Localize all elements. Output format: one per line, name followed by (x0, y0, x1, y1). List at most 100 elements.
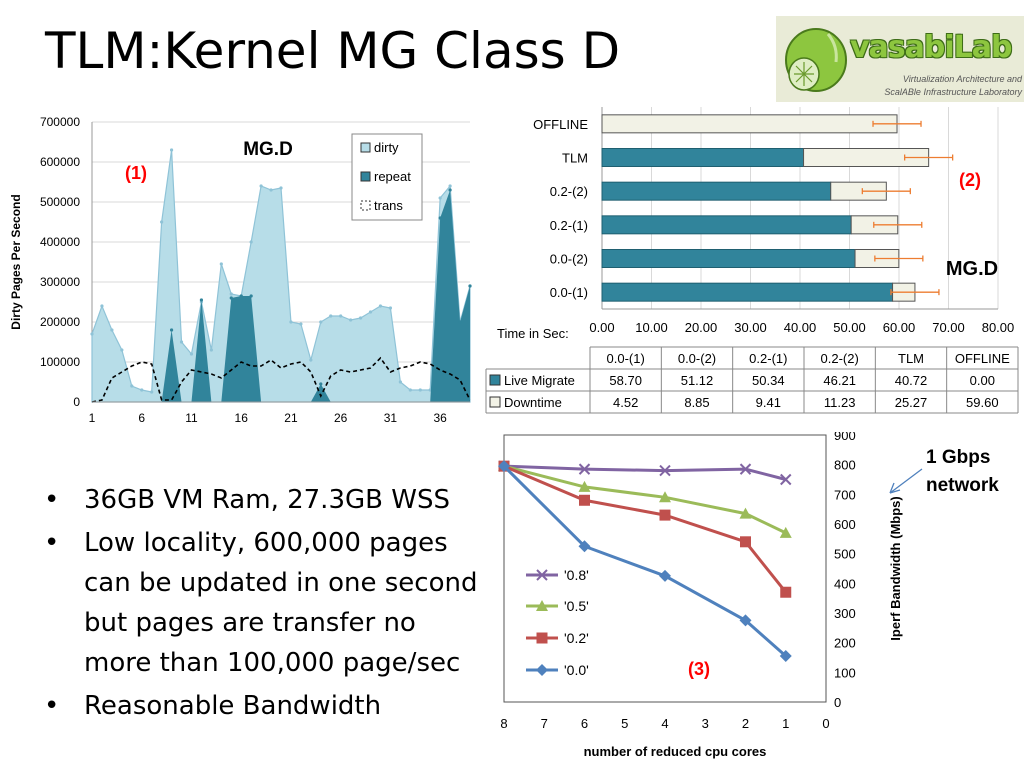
x-tick-label: 60.00 (883, 320, 916, 335)
legend-label: '0.0' (564, 662, 589, 678)
y-tick-label: 300000 (40, 275, 80, 289)
x-tick-label: 6 (138, 411, 145, 425)
table-cell-live-migrate: 58.70 (609, 373, 642, 388)
downtime-bar (601, 114, 898, 134)
legend-marker (536, 569, 548, 581)
x-tick-label: 6 (581, 716, 588, 731)
x-tick-label: 2 (742, 716, 749, 731)
dirty-point (408, 388, 412, 392)
table-cell-downtime: 11.23 (824, 395, 856, 410)
data-point (578, 463, 591, 475)
x-tick-label: 4 (661, 716, 668, 731)
legend-marker (536, 632, 548, 644)
x-tick-label: 31 (384, 411, 398, 425)
legend-swatch (360, 142, 371, 153)
y-tick-label: 200000 (40, 315, 80, 329)
logo-tagline-1: Virtualization Architecture and (902, 74, 1022, 84)
legend-swatch (489, 374, 501, 386)
data-point (579, 494, 590, 506)
data-point (659, 491, 671, 503)
y-tick-label: 900 (834, 432, 856, 443)
table-cell-live-migrate: 46.21 (823, 373, 856, 388)
data-point (739, 614, 752, 627)
dirty-point (388, 306, 393, 310)
repeat-point (169, 328, 174, 332)
logo-name: vasabiLab (850, 30, 1012, 65)
y-axis-title: Iperf Bandwidth (Mbps) (888, 496, 903, 640)
bullet-item-3: Reasonable Bandwidth (42, 686, 492, 726)
dirty-point (418, 388, 422, 392)
y-tick-label: 600 (834, 517, 856, 532)
dirty-point (289, 320, 293, 324)
dirty-point (90, 332, 94, 336)
x-tick-label: 21 (284, 411, 298, 425)
repeat-point (249, 294, 253, 298)
x-tick-label: 8 (500, 716, 507, 731)
dirty-point (358, 316, 363, 320)
data-point (779, 526, 792, 538)
legend-label: Downtime (504, 395, 562, 410)
bullet-item-2-line-3: but pages are transfer no (84, 608, 416, 638)
table-header-cell: 0.0-(2) (678, 351, 716, 366)
y-tick-label: 700 (834, 487, 856, 502)
x-tick-label: 26 (334, 411, 348, 425)
dirty-point (378, 304, 383, 308)
dirty-point (259, 184, 263, 188)
data-point (659, 569, 671, 582)
x-tick-label: 1 (782, 716, 789, 731)
iperf-bandwidth-line-chart: 900 800 700 600 500 400 300 200 100 0 8 7 6 5 4 3 2 1 0 num… (498, 432, 903, 759)
legend-label: '0.2' (564, 630, 589, 646)
data-point (740, 536, 751, 548)
dirty-point (179, 340, 184, 344)
dirty-point (229, 292, 233, 296)
y-tick-label: 400000 (40, 235, 80, 249)
dirty-point (150, 390, 154, 394)
category-label: TLM (562, 151, 588, 166)
table-header-cell: 0.2-(2) (821, 351, 859, 366)
migration-time-bar-chart: 0.00 10.00 20.00 30.00 40.00 50.00 60.00 70.00 8… (485, 107, 1019, 414)
table-cell-downtime: 59.60 (966, 395, 999, 410)
data-point (780, 586, 792, 598)
chart-title: MG.D (946, 258, 998, 280)
x-axis-title: Time in Sec: (497, 326, 569, 341)
table-cell-downtime: 4.52 (613, 395, 638, 410)
y-tick-label: 0 (73, 395, 80, 409)
dirty-point (368, 310, 373, 314)
dirty-point (160, 220, 164, 224)
dirty-point (249, 240, 253, 244)
y-tick-label: 300 (834, 606, 856, 621)
live-migrate-bar (601, 148, 805, 167)
dirty-point (269, 188, 273, 192)
repeat-point (438, 216, 442, 220)
data-point (779, 650, 792, 663)
dirty-point (169, 148, 174, 152)
y-tick-label: 400 (834, 576, 856, 591)
dirty-point (279, 186, 283, 190)
bullet-item-2-line-4: more than 100,000 page/sec (84, 648, 461, 678)
dirty-point (189, 352, 194, 356)
x-tick-label: 1 (89, 411, 96, 425)
repeat-point (319, 382, 323, 386)
data-point (739, 463, 752, 475)
x-axis-title: number of reduced cpu cores (584, 744, 767, 759)
y-tick-label: 200 (834, 636, 856, 651)
y-tick-label: 600000 (40, 155, 80, 169)
dirty-point (438, 196, 442, 200)
x-tick-label: 0.00 (589, 320, 614, 335)
legend-label: dirty (374, 140, 399, 155)
x-tick-label: 16 (235, 411, 249, 425)
table-cell-downtime: 9.41 (756, 395, 781, 410)
dirty-point (339, 314, 343, 318)
table-header-cell: 0.2-(1) (749, 351, 787, 366)
repeat-point (239, 294, 243, 298)
network-note-line-1: 1 Gbps (926, 447, 991, 468)
dirty-point (309, 358, 313, 362)
category-label: 0.0-(2) (550, 252, 588, 267)
legend-swatch (360, 171, 371, 182)
repeat-point (448, 188, 452, 192)
bullet-item-2: Low locality, 600,000 pages can be update… (42, 523, 492, 683)
x-tick-label: 80.00 (982, 320, 1015, 335)
network-arrow-icon (889, 468, 923, 494)
series-dirty-area (91, 149, 471, 403)
table-header-cell: 0.0-(1) (607, 351, 645, 366)
